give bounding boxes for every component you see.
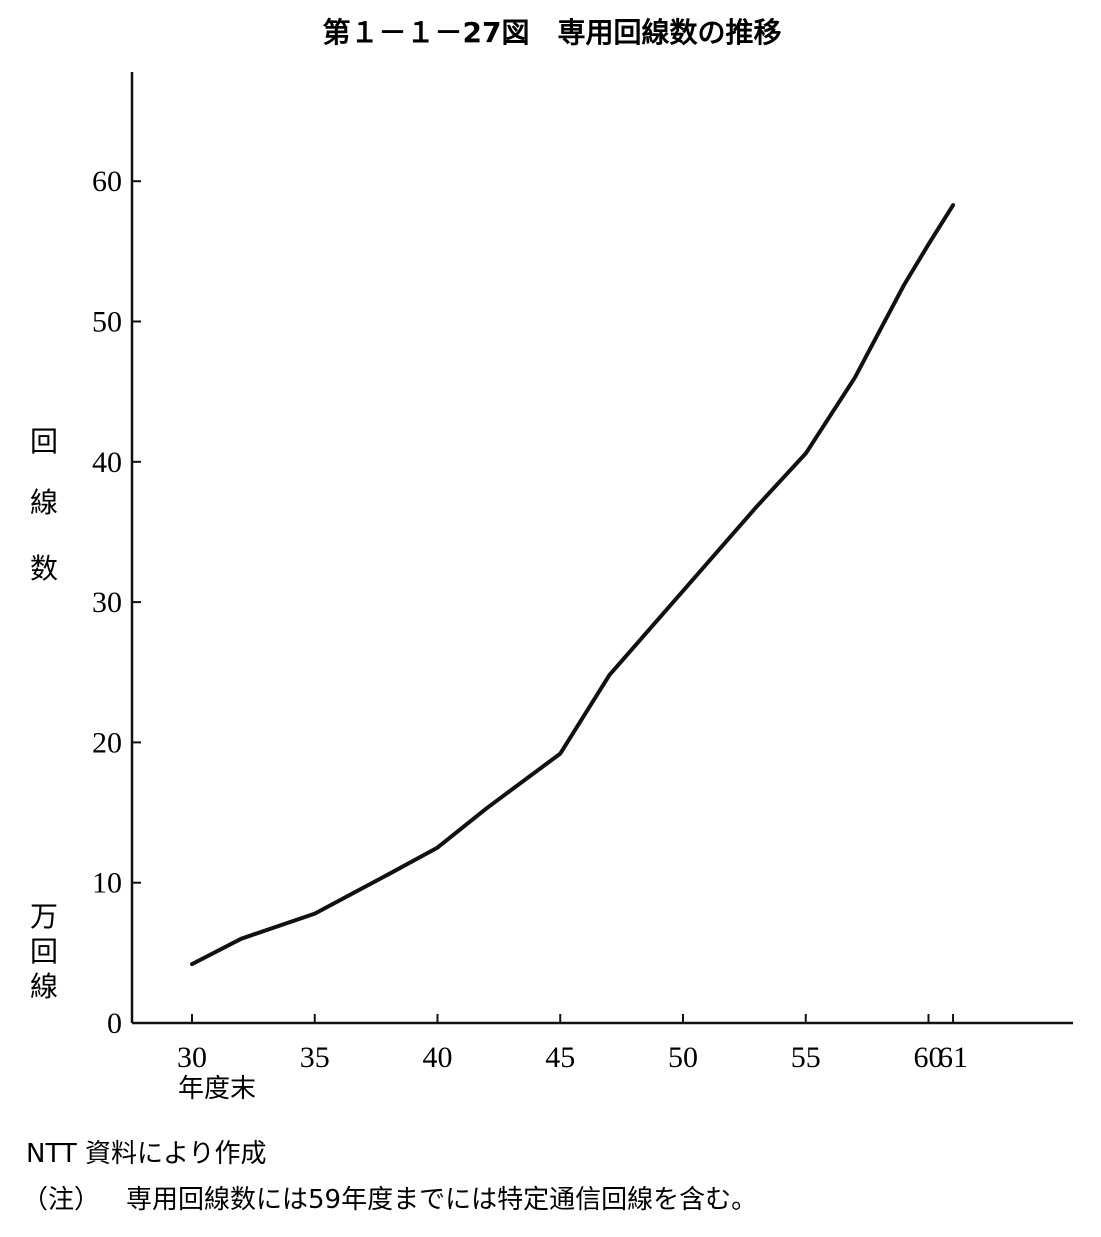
y-axis-label: 回 線 数 xyxy=(30,425,58,585)
source-note: NTT 資料により作成 xyxy=(26,1139,267,1169)
x-tick-label: 30 xyxy=(177,1041,207,1074)
footnote-text: 専用回線数には59年度までには特定通信回線を含む。 xyxy=(126,1185,757,1215)
y-tick-label: 50 xyxy=(92,306,122,339)
y-axis-ticks: 0 10 20 30 40 50 60 xyxy=(92,165,141,1040)
y-axis-label-char: 回 xyxy=(30,425,58,458)
x-tick-label: 35 xyxy=(300,1041,330,1074)
y-tick-label: 0 xyxy=(107,1007,122,1040)
y-axis-unit: 万 回 線 xyxy=(30,900,58,1003)
x-tick-label: 55 xyxy=(791,1041,821,1074)
y-axis-unit-char: 線 xyxy=(30,970,58,1003)
y-tick-label: 10 xyxy=(92,867,122,900)
y-tick-label: 60 xyxy=(92,165,122,198)
y-tick-label: 20 xyxy=(92,726,122,759)
y-tick-label: 40 xyxy=(92,446,122,479)
y-axis-label-char: 線 xyxy=(30,486,58,519)
y-tick-label: 30 xyxy=(92,586,122,619)
y-axis-unit-char: 万 xyxy=(30,900,58,933)
x-tick-label: 60 xyxy=(914,1041,944,1074)
x-tick-label: 40 xyxy=(423,1041,453,1074)
x-tick-label: 45 xyxy=(545,1041,575,1074)
series-line xyxy=(190,203,956,967)
y-axis-label-char: 数 xyxy=(30,552,58,585)
x-tick-label: 61 xyxy=(938,1041,968,1074)
x-tick-label: 50 xyxy=(668,1041,698,1074)
y-axis-unit-char: 回 xyxy=(30,935,58,968)
footnote-prefix: （注） xyxy=(22,1185,100,1215)
chart-title: 第１－１－27図 専用回線数の推移 xyxy=(323,16,782,49)
x-axis-unit: 年度末 xyxy=(178,1074,256,1104)
